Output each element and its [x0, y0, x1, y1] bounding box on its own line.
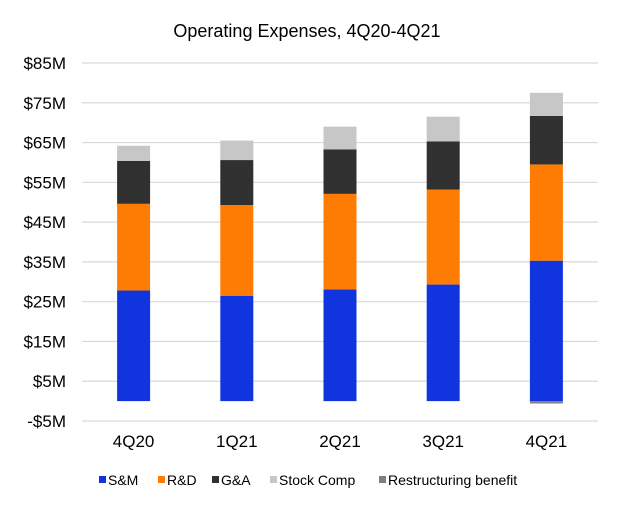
legend: S&M R&D G&A Stock Comp Restructuring benefit [99, 472, 517, 488]
x-tick-label: 1Q21 [216, 432, 258, 451]
bar-segment-restructuring-benefit [529, 401, 563, 404]
bar-segment-r-d [220, 205, 254, 296]
bar-segment-r-d [426, 189, 460, 285]
bar-segment-s-m [220, 295, 254, 402]
legend-swatch [158, 476, 165, 483]
bar-segment-stock-comp [426, 116, 460, 142]
x-axis-ticks: 4Q20 1Q21 2Q21 3Q21 4Q21 [113, 432, 567, 451]
y-tick-label: $65M [23, 134, 66, 153]
legend-item: Restructuring benefit [379, 472, 517, 488]
legend-item: S&M [99, 472, 138, 488]
chart-title: Operating Expenses, 4Q20-4Q21 [173, 21, 440, 41]
bar-segment-g-a [323, 149, 357, 194]
bar-segment-r-d [529, 164, 563, 261]
legend-label: G&A [221, 472, 251, 488]
y-tick-label: $55M [23, 173, 66, 192]
bar-segment-stock-comp [220, 140, 254, 161]
bar-segment-stock-comp [323, 126, 357, 150]
y-tick-label: $5M [33, 372, 66, 391]
bar-stack-1q21 [220, 140, 254, 402]
legend-item: R&D [158, 472, 197, 488]
bar-stack-2q21 [323, 126, 357, 402]
legend-label: Restructuring benefit [388, 472, 517, 488]
bar-stack-4q21 [529, 92, 563, 404]
legend-item: G&A [212, 472, 251, 488]
x-tick-label: 4Q20 [113, 432, 155, 451]
y-tick-label: -$5M [27, 412, 66, 431]
bar-stack-4q20 [117, 145, 151, 402]
bar-segment-g-a [117, 160, 151, 204]
bar-segment-s-m [426, 284, 460, 402]
bar-segment-s-m [323, 289, 357, 402]
y-tick-label: $25M [23, 293, 66, 312]
legend-item: Stock Comp [270, 472, 355, 488]
bar-segment-s-m [529, 260, 563, 402]
y-tick-label: $85M [23, 54, 66, 73]
bar-segment-stock-comp [529, 92, 563, 116]
x-tick-label: 3Q21 [422, 432, 464, 451]
legend-swatch [270, 476, 277, 483]
bar-segment-g-a [426, 141, 460, 190]
x-tick-label: 2Q21 [319, 432, 361, 451]
y-tick-label: $35M [23, 253, 66, 272]
legend-label: R&D [167, 472, 197, 488]
bar-segment-g-a [529, 115, 563, 165]
legend-label: S&M [108, 472, 138, 488]
bar-segment-stock-comp [117, 145, 151, 161]
legend-swatch [99, 476, 106, 483]
y-axis-ticks: $85M $75M $65M $55M $45M $35M $25M $15M $5M -$5M [23, 54, 66, 431]
bar-segment-g-a [220, 160, 254, 206]
bar-segment-s-m [117, 290, 151, 402]
x-tick-label: 4Q21 [526, 432, 568, 451]
bar-segment-r-d [117, 203, 151, 291]
y-tick-label: $45M [23, 213, 66, 232]
bar-stacks [117, 92, 563, 404]
bar-segment-r-d [323, 193, 357, 290]
legend-swatch [212, 476, 219, 483]
bar-stack-3q21 [426, 116, 460, 402]
legend-swatch [379, 476, 386, 483]
y-tick-label: $15M [23, 332, 66, 351]
legend-label: Stock Comp [279, 472, 355, 488]
y-tick-label: $75M [23, 94, 66, 113]
